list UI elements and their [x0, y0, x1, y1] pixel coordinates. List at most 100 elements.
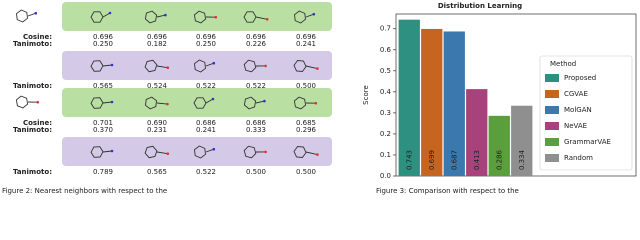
- bond: [193, 10, 216, 24]
- tanimoto-value: 0.241: [196, 126, 216, 134]
- bond: [90, 60, 113, 72]
- tanimoto-value: 0.524: [147, 82, 168, 90]
- bar: [511, 105, 533, 176]
- atom: [36, 100, 40, 104]
- bond: [15, 95, 38, 109]
- tanimoto-value: 0.789: [93, 168, 113, 176]
- legend-swatch: [545, 154, 559, 162]
- tanimoto-value: 0.522: [196, 82, 216, 90]
- tanimoto-value: 0.370: [93, 126, 113, 134]
- tanimoto-value: 0.565: [147, 168, 167, 176]
- tanimoto-label: Tanimoto:: [13, 82, 52, 90]
- bar: [421, 28, 443, 176]
- atom: [212, 147, 216, 151]
- legend: Method Proposed CGVAE MolGAN NeVAE GrammarVAE…: [539, 55, 633, 171]
- caption: Figure 3: Comparison with respect to the: [376, 187, 519, 195]
- value-label: 0.687: [450, 150, 458, 170]
- y-tick-label: 0.7: [380, 25, 391, 33]
- cosine-value: 0.696: [246, 33, 267, 41]
- molecule: [194, 59, 216, 73]
- bond: [243, 96, 265, 110]
- y-axis-label: Score: [362, 85, 370, 105]
- atom: [316, 153, 319, 156]
- molecule: [90, 11, 112, 23]
- value-label: 0.699: [428, 150, 436, 170]
- bond: [145, 96, 168, 110]
- molecule: [293, 146, 319, 158]
- bond: [90, 146, 113, 158]
- y-tick-label: 0.2: [380, 130, 391, 138]
- bar: [488, 115, 510, 176]
- cosine-value: 0.686: [246, 119, 267, 127]
- tanimoto-value: 0.500: [296, 168, 316, 176]
- bond: [144, 145, 168, 159]
- tanimoto-value: 0.522: [196, 168, 216, 176]
- bond: [243, 11, 268, 23]
- atom: [108, 11, 112, 15]
- tanimoto-value: 0.231: [147, 126, 167, 134]
- match-box: [62, 2, 332, 31]
- molecule: [243, 11, 269, 23]
- y-tick-label: 0.5: [380, 67, 391, 75]
- match-box: [62, 88, 332, 117]
- atom: [264, 150, 267, 154]
- cosine-value: 0.696: [196, 33, 217, 41]
- tanimoto-value: 0.241: [296, 40, 316, 48]
- bond: [90, 97, 113, 109]
- bond: [293, 60, 318, 72]
- molecule: [144, 10, 167, 24]
- figure: Cosine:Tanimoto:Tanimoto:0.6960.2500.565…: [2, 2, 637, 195]
- bar: [398, 19, 420, 177]
- tanimoto-value: 0.250: [196, 40, 216, 48]
- legend-swatch: [545, 122, 559, 130]
- cosine-value: 0.696: [147, 33, 168, 41]
- tanimoto-value: 0.500: [296, 82, 316, 90]
- y-tick-label: 0.3: [380, 109, 391, 117]
- y-tick-label: 0.6: [380, 46, 392, 54]
- legend-label: Proposed: [564, 74, 596, 82]
- bond: [193, 97, 214, 109]
- atom: [166, 66, 170, 69]
- tanimoto-value: 0.296: [296, 126, 317, 134]
- bond: [293, 96, 316, 110]
- bond: [194, 145, 214, 159]
- molecule: [145, 96, 169, 110]
- molecule: [294, 10, 316, 24]
- bond: [243, 145, 266, 159]
- atom: [265, 18, 269, 21]
- bar: [466, 89, 488, 176]
- atom: [214, 15, 218, 19]
- atom: [166, 102, 169, 106]
- value-label: 0.413: [473, 150, 481, 170]
- legend-label: CGVAE: [564, 90, 588, 98]
- molecule: [90, 60, 114, 72]
- tanimoto-value: 0.250: [93, 40, 113, 48]
- atom: [312, 12, 316, 16]
- bond: [16, 9, 36, 23]
- molecule: [194, 145, 216, 159]
- atom: [164, 13, 167, 17]
- y-tick-label: 0.4: [380, 88, 392, 96]
- molecule: [193, 10, 218, 24]
- legend-label: GrammarVAE: [564, 138, 611, 146]
- molecule: [144, 145, 170, 159]
- molecule: [293, 60, 319, 72]
- molecule: [243, 96, 266, 110]
- tanimoto-label: Tanimoto:: [13, 168, 52, 176]
- value-label: 0.286: [495, 149, 503, 170]
- tanimoto-value: 0.500: [246, 168, 266, 176]
- cosine-value: 0.696: [93, 33, 114, 41]
- atom: [263, 99, 266, 103]
- tanimoto-label: Tanimoto:: [13, 40, 52, 48]
- bond: [293, 146, 318, 158]
- alt-box: [62, 137, 332, 166]
- legend-box: [539, 55, 633, 171]
- cosine-label: Cosine:: [23, 119, 52, 127]
- molecule: [90, 146, 114, 158]
- atom: [316, 67, 319, 70]
- chart-title: Distribution Learning: [438, 2, 522, 10]
- cosine-value: 0.701: [93, 119, 113, 127]
- tanimoto-value: 0.226: [246, 40, 267, 48]
- value-label: 0.334: [518, 149, 526, 170]
- bond: [144, 10, 166, 24]
